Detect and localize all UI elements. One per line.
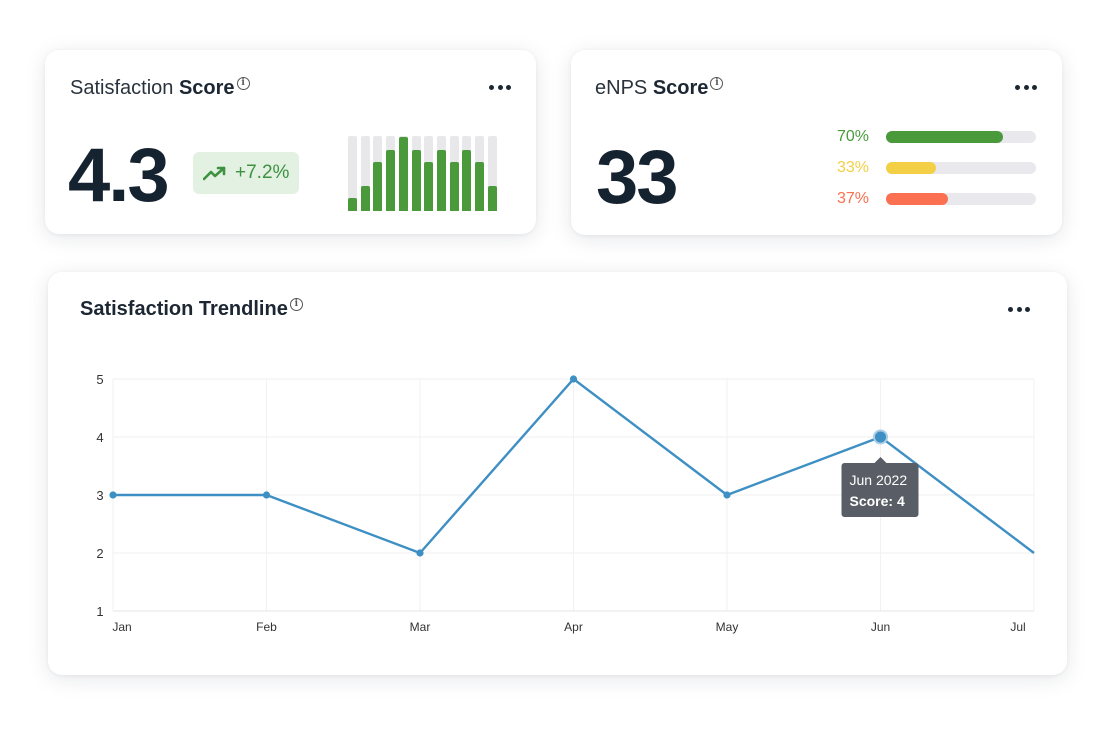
enps-score-card: eNPS Score i 33 70% 33% 37% — [571, 50, 1062, 235]
mini-bar — [487, 136, 497, 211]
enps-percent: 33% — [837, 159, 870, 176]
satisfaction-score-value: 4.3 — [68, 133, 170, 218]
mini-bar — [449, 136, 459, 211]
y-tick-label: 5 — [96, 372, 103, 387]
enps-percent: 37% — [837, 190, 870, 207]
enps-bar-track — [886, 162, 1036, 174]
more-options-icon[interactable] — [1015, 83, 1037, 91]
x-tick-label: Jul — [1010, 620, 1025, 634]
enps-bar-fill — [886, 193, 948, 205]
delta-value: +7.2% — [235, 162, 290, 183]
mini-bar-fill — [360, 185, 370, 211]
delta-badge: +7.2% — [193, 152, 299, 194]
trendline-title: Satisfaction Trendline i — [80, 298, 303, 321]
mini-bar — [360, 136, 370, 211]
x-tick-label: Mar — [410, 620, 431, 634]
mini-bar — [398, 136, 408, 211]
satisfaction-score-title: Satisfaction Score i — [70, 77, 250, 100]
info-icon[interactable]: i — [289, 298, 303, 311]
mini-bar — [373, 136, 383, 211]
enps-bar-fill — [886, 162, 936, 174]
y-tick-label: 2 — [96, 546, 103, 561]
mini-bar — [348, 136, 357, 211]
info-icon[interactable]: i — [710, 77, 724, 90]
data-point — [723, 491, 731, 499]
mini-bar — [475, 136, 484, 211]
enps-percent: 70% — [837, 128, 870, 145]
mini-bar — [436, 136, 446, 211]
data-point — [262, 491, 271, 499]
mini-bar-fill — [373, 161, 383, 211]
more-options-icon[interactable] — [1008, 305, 1030, 313]
title-prefix: Satisfaction — [70, 77, 179, 99]
enps-bar-track — [886, 193, 1036, 205]
highlighted-point — [873, 429, 888, 445]
tooltip-score: Score: 4 — [850, 493, 905, 509]
enps-row: 33% — [837, 159, 1036, 176]
x-tick-label: May — [716, 620, 739, 634]
mini-bar-fill — [436, 149, 446, 211]
enps-score-value: 33 — [596, 135, 679, 220]
trendline-title-text: Satisfaction Trendline — [80, 298, 288, 320]
data-point — [109, 491, 117, 499]
mini-bar-fill — [386, 149, 396, 211]
trending-up-icon — [203, 166, 226, 181]
mini-bar-fill — [411, 149, 421, 211]
x-tick-label: Jun — [871, 620, 890, 634]
mini-bar — [424, 136, 434, 211]
satisfaction-score-card: Satisfaction Score i 4.3 +7.2% — [45, 50, 536, 234]
chart-tooltip: Jun 2022 Score: 4 — [841, 457, 919, 517]
enps-bar-track — [886, 131, 1036, 143]
mini-bar — [411, 136, 421, 211]
mini-bar-fill — [424, 161, 434, 211]
y-tick-label: 1 — [96, 604, 103, 619]
tooltip-arrow — [874, 457, 887, 463]
mini-bar-fill — [475, 161, 484, 211]
mini-bar-fill — [449, 161, 459, 211]
x-tick-label: Apr — [564, 620, 583, 634]
tooltip-date: Jun 2022 — [850, 472, 908, 488]
enps-row: 70% — [837, 128, 1036, 145]
enps-score-title: eNPS Score i — [595, 77, 724, 100]
title-bold: Score — [652, 77, 709, 99]
enps-row: 37% — [837, 190, 1036, 207]
mini-bar-fill — [487, 185, 497, 211]
more-options-icon[interactable] — [489, 83, 511, 91]
mini-bar-fill — [398, 136, 408, 211]
y-tick-label: 3 — [96, 488, 103, 503]
title-bold: Score — [178, 77, 235, 99]
data-point — [569, 375, 578, 383]
mini-bar — [386, 136, 396, 211]
trendline-chart: 1 2 3 4 5 Jan Feb Mar Apr May Jun Jul Jun 2022 Score:… — [96, 372, 1035, 634]
enps-bar-fill — [886, 131, 1003, 143]
mini-bar-chart — [348, 136, 511, 211]
info-icon[interactable]: i — [236, 77, 250, 90]
mini-bar-fill — [348, 197, 357, 211]
x-tick-label: Feb — [256, 620, 277, 634]
satisfaction-trendline-card: Satisfaction Trendline i 1 2 3 4 5 Jan Feb Mar Ap… — [48, 272, 1067, 675]
tooltip-box — [841, 463, 919, 517]
y-tick-label: 4 — [96, 430, 103, 445]
x-tick-label: Jan — [112, 620, 131, 634]
mini-bar — [462, 136, 472, 211]
data-point — [416, 549, 424, 557]
title-prefix: eNPS — [595, 77, 653, 99]
mini-bar-fill — [462, 149, 472, 211]
